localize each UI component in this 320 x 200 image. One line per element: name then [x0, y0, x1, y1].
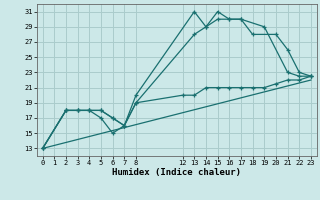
X-axis label: Humidex (Indice chaleur): Humidex (Indice chaleur)	[112, 168, 241, 177]
